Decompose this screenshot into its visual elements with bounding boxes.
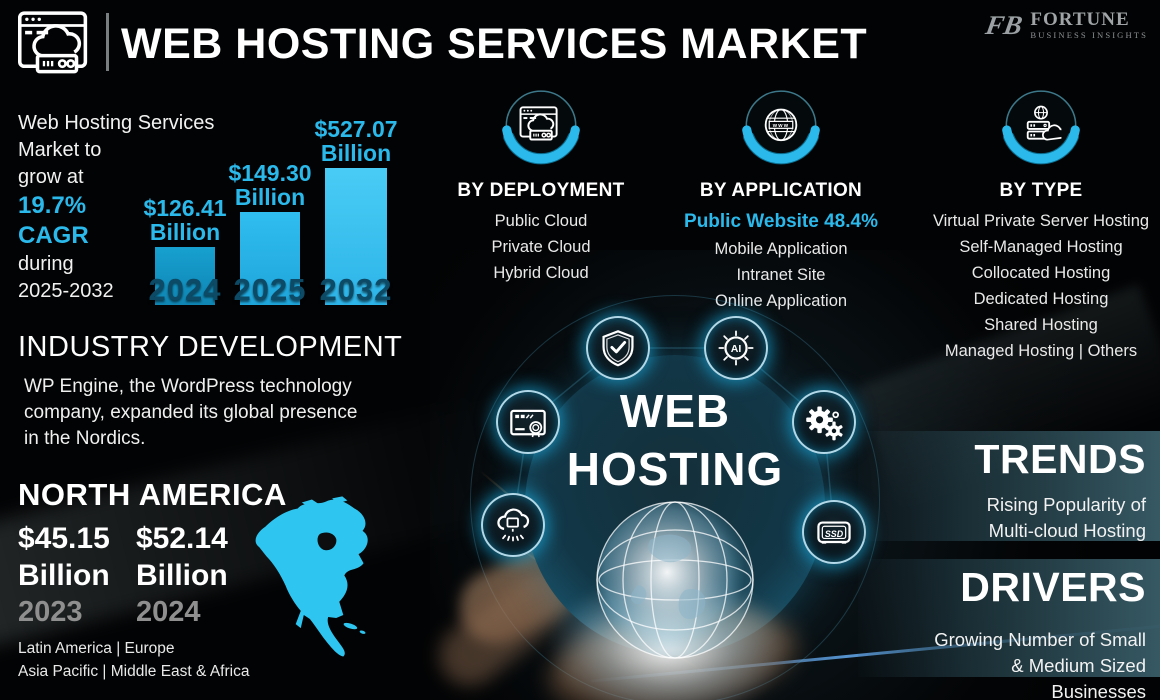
- glass-globe: [596, 501, 754, 659]
- browser-cloud-server-icon: [14, 6, 100, 84]
- segment-item: Hybrid Cloud: [493, 264, 589, 282]
- bar-value-label: $149.30 Billion: [228, 160, 312, 210]
- stat-unit: Billion: [18, 559, 110, 592]
- north-america-title: NORTH AMERICA: [18, 477, 287, 512]
- growth-summary: Web Hosting Services Market to grow at 1…: [18, 110, 236, 305]
- forecast-period: 2025-2032: [18, 280, 114, 302]
- fortune-business-insights-logo: FB FORTUNE BUSINESS INSIGHTS: [983, 9, 1148, 41]
- growth-line: grow at: [18, 166, 84, 188]
- security-badge: [586, 316, 650, 380]
- center-title-web: WEB: [619, 385, 731, 437]
- segment-highlight: Public Website 48.4%: [684, 211, 878, 232]
- segment-item: Collocated Hosting: [971, 264, 1111, 282]
- drivers-title: DRIVERS: [960, 564, 1146, 610]
- stat-value: $52.14: [136, 522, 228, 555]
- segment-item: Online Application: [714, 292, 848, 310]
- center-title-hosting: HOSTING: [566, 443, 784, 495]
- bar-2032: 2032: [320, 168, 391, 307]
- type-items: Virtual Private Server Hosting Self-Mana…: [891, 208, 1160, 364]
- drivers-text: Growing Number of Small & Medium Sized B…: [934, 629, 1146, 700]
- stat-year: 2024: [136, 596, 201, 628]
- bar-group-2032: $527.07 Billion 2032: [314, 117, 397, 307]
- segment-title-deployment: BY DEPLOYMENT: [457, 180, 625, 201]
- regions-line: Latin America | Europe: [18, 640, 175, 657]
- segment-item: Shared Hosting: [984, 316, 1098, 334]
- stat-year: 2023: [18, 596, 83, 628]
- na-stat-2024: $52.14 Billion 2024: [136, 520, 251, 631]
- stat-unit: Billion: [136, 559, 228, 592]
- bar-value-label: $527.07 Billion: [314, 116, 398, 166]
- industry-development-text: WP Engine, the WordPress technology comp…: [24, 376, 358, 449]
- trends-panel: TRENDS Rising Popularity of Multi-cloud …: [858, 431, 1160, 541]
- shield-check-icon: [598, 328, 638, 368]
- segment-item: Dedicated Hosting: [973, 290, 1109, 308]
- cloud-badge: [481, 493, 545, 557]
- bar-group-2025: $149.30 Billion 2025: [228, 161, 311, 307]
- segment-item: Virtual Private Server Hosting: [932, 212, 1150, 230]
- trends-title: TRENDS: [974, 436, 1146, 482]
- cagr-value: 19.7%: [18, 192, 87, 219]
- bar-group-2024: $126.41 Billion 2024: [143, 196, 226, 307]
- stat-value: $45.15: [18, 522, 110, 555]
- header-divider: [106, 13, 109, 71]
- application-circle-badge: [735, 84, 827, 178]
- settings-badge: [792, 390, 856, 454]
- certificate-icon: [508, 402, 548, 442]
- deployment-items: Public Cloud Private Cloud Hybrid Cloud: [391, 208, 691, 286]
- growth-line: Market to: [18, 139, 102, 161]
- segment-item: Mobile Application: [714, 240, 848, 258]
- cyan-crescent: [506, 91, 575, 160]
- bar-value-label: $126.41 Billion: [143, 195, 227, 245]
- ai-processor-icon: [716, 328, 756, 368]
- drivers-panel: DRIVERS Growing Number of Small & Medium…: [858, 559, 1160, 700]
- cagr-label: CAGR: [18, 222, 89, 249]
- other-regions-list: Latin America | Europe Asia Pacific | Mi…: [18, 637, 249, 683]
- cloud-server-network-icon: [493, 505, 533, 545]
- ai-badge: [704, 316, 768, 380]
- brand-subtitle: BUSINESS INSIGHTS: [1030, 30, 1148, 40]
- page-title: WEB HOSTING SERVICES MARKET: [121, 20, 868, 68]
- bar-year-label: 2025: [233, 272, 307, 307]
- bar-year-label: 2032: [319, 272, 393, 307]
- trends-text: Rising Popularity of Multi-cloud Hosting: [986, 494, 1146, 541]
- ssd-drive-icon: [814, 512, 854, 552]
- segment-item: Managed Hosting | Others: [944, 342, 1138, 360]
- gears-icon: [804, 402, 844, 442]
- ssd-badge: [802, 500, 866, 564]
- bar-2024: 2024: [149, 247, 220, 307]
- segment-title-application: BY APPLICATION: [699, 180, 863, 201]
- brand-name: FORTUNE: [1030, 9, 1130, 30]
- segment-item: Public Cloud: [494, 212, 588, 230]
- segment-item: Intranet Site: [736, 266, 826, 284]
- certificate-badge: [496, 390, 560, 454]
- cyan-crescent: [1006, 91, 1075, 160]
- deployment-circle-badge: [495, 84, 587, 178]
- brand-mark-icon: FB: [983, 9, 1026, 40]
- segment-title-type: BY TYPE: [999, 180, 1083, 201]
- segment-item: Private Cloud: [491, 238, 591, 256]
- north-america-map: [255, 496, 368, 657]
- application-items: Public Website 48.4% Mobile Application …: [631, 208, 931, 314]
- industry-development-title: INDUSTRY DEVELOPMENT: [18, 331, 403, 363]
- bar-year-label: 2024: [148, 272, 222, 307]
- type-circle-badge: [995, 84, 1087, 178]
- regions-line: Asia Pacific | Middle East & Africa: [18, 663, 250, 680]
- growth-line: during: [18, 253, 74, 275]
- na-stat-2023: $45.15 Billion 2023: [18, 520, 133, 631]
- bar-2025: 2025: [234, 212, 305, 307]
- market-size-bar-chart: $126.41 Billion 2024 $149.30 Billion 2025 …: [140, 112, 397, 307]
- segment-item: Self-Managed Hosting: [959, 238, 1123, 256]
- growth-line: Web Hosting Services: [18, 112, 215, 134]
